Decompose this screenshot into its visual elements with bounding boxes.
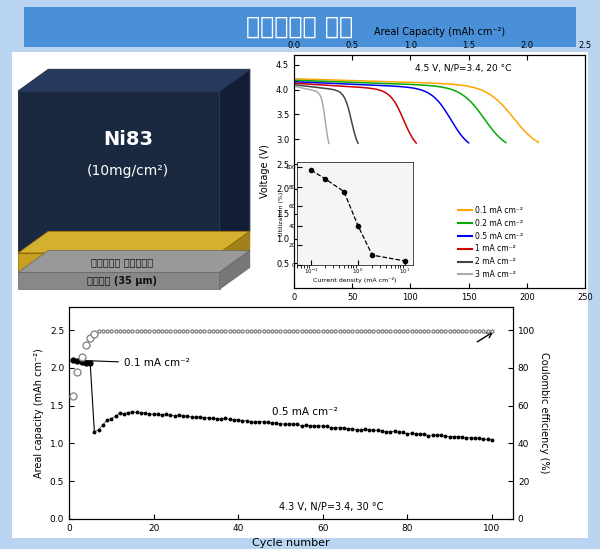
Polygon shape	[18, 231, 250, 253]
Polygon shape	[220, 231, 250, 272]
Y-axis label: Voltage (V): Voltage (V)	[260, 144, 271, 199]
Text: 엘라스토머 고체전해질: 엘라스토머 고체전해질	[91, 257, 153, 268]
FancyBboxPatch shape	[1, 42, 599, 548]
Text: 4.5 V, N/P=3.4, 20 °C: 4.5 V, N/P=3.4, 20 °C	[415, 64, 511, 73]
Polygon shape	[18, 272, 220, 289]
Text: 0.1 mA cm⁻²: 0.1 mA cm⁻²	[82, 358, 190, 368]
Y-axis label: Areal capacity (mAh cm⁻²): Areal capacity (mAh cm⁻²)	[34, 348, 44, 478]
Text: Ni83: Ni83	[103, 130, 153, 149]
Polygon shape	[18, 250, 250, 272]
Text: 0.5 mA cm⁻²: 0.5 mA cm⁻²	[272, 407, 338, 417]
Polygon shape	[220, 250, 250, 289]
Legend: 0.1 mA cm⁻², 0.2 mA cm⁻², 0.5 mA cm⁻², 1 mA cm⁻², 2 mA cm⁻², 3 mA cm⁻²: 0.1 mA cm⁻², 0.2 mA cm⁻², 0.5 mA cm⁻², 1…	[455, 203, 526, 282]
Text: 리튬금속 (35 μm): 리튬금속 (35 μm)	[87, 276, 157, 286]
Y-axis label: Coulombic efficiency (%): Coulombic efficiency (%)	[539, 352, 549, 474]
Polygon shape	[18, 69, 250, 91]
Polygon shape	[18, 253, 220, 272]
Text: 전고체전지 성능: 전고체전지 성능	[247, 15, 353, 39]
X-axis label: Cycle number: Cycle number	[252, 538, 330, 548]
X-axis label: Areal Capacity (mAh cm⁻²): Areal Capacity (mAh cm⁻²)	[374, 27, 505, 37]
Polygon shape	[18, 91, 220, 253]
X-axis label: Capacity (mAh g⁻¹): Capacity (mAh g⁻¹)	[392, 307, 487, 318]
Text: 4.3 V, N/P=3.4, 30 °C: 4.3 V, N/P=3.4, 30 °C	[279, 502, 383, 512]
FancyBboxPatch shape	[0, 4, 600, 50]
Text: (10mg/cm²): (10mg/cm²)	[87, 164, 169, 178]
Polygon shape	[220, 69, 250, 253]
